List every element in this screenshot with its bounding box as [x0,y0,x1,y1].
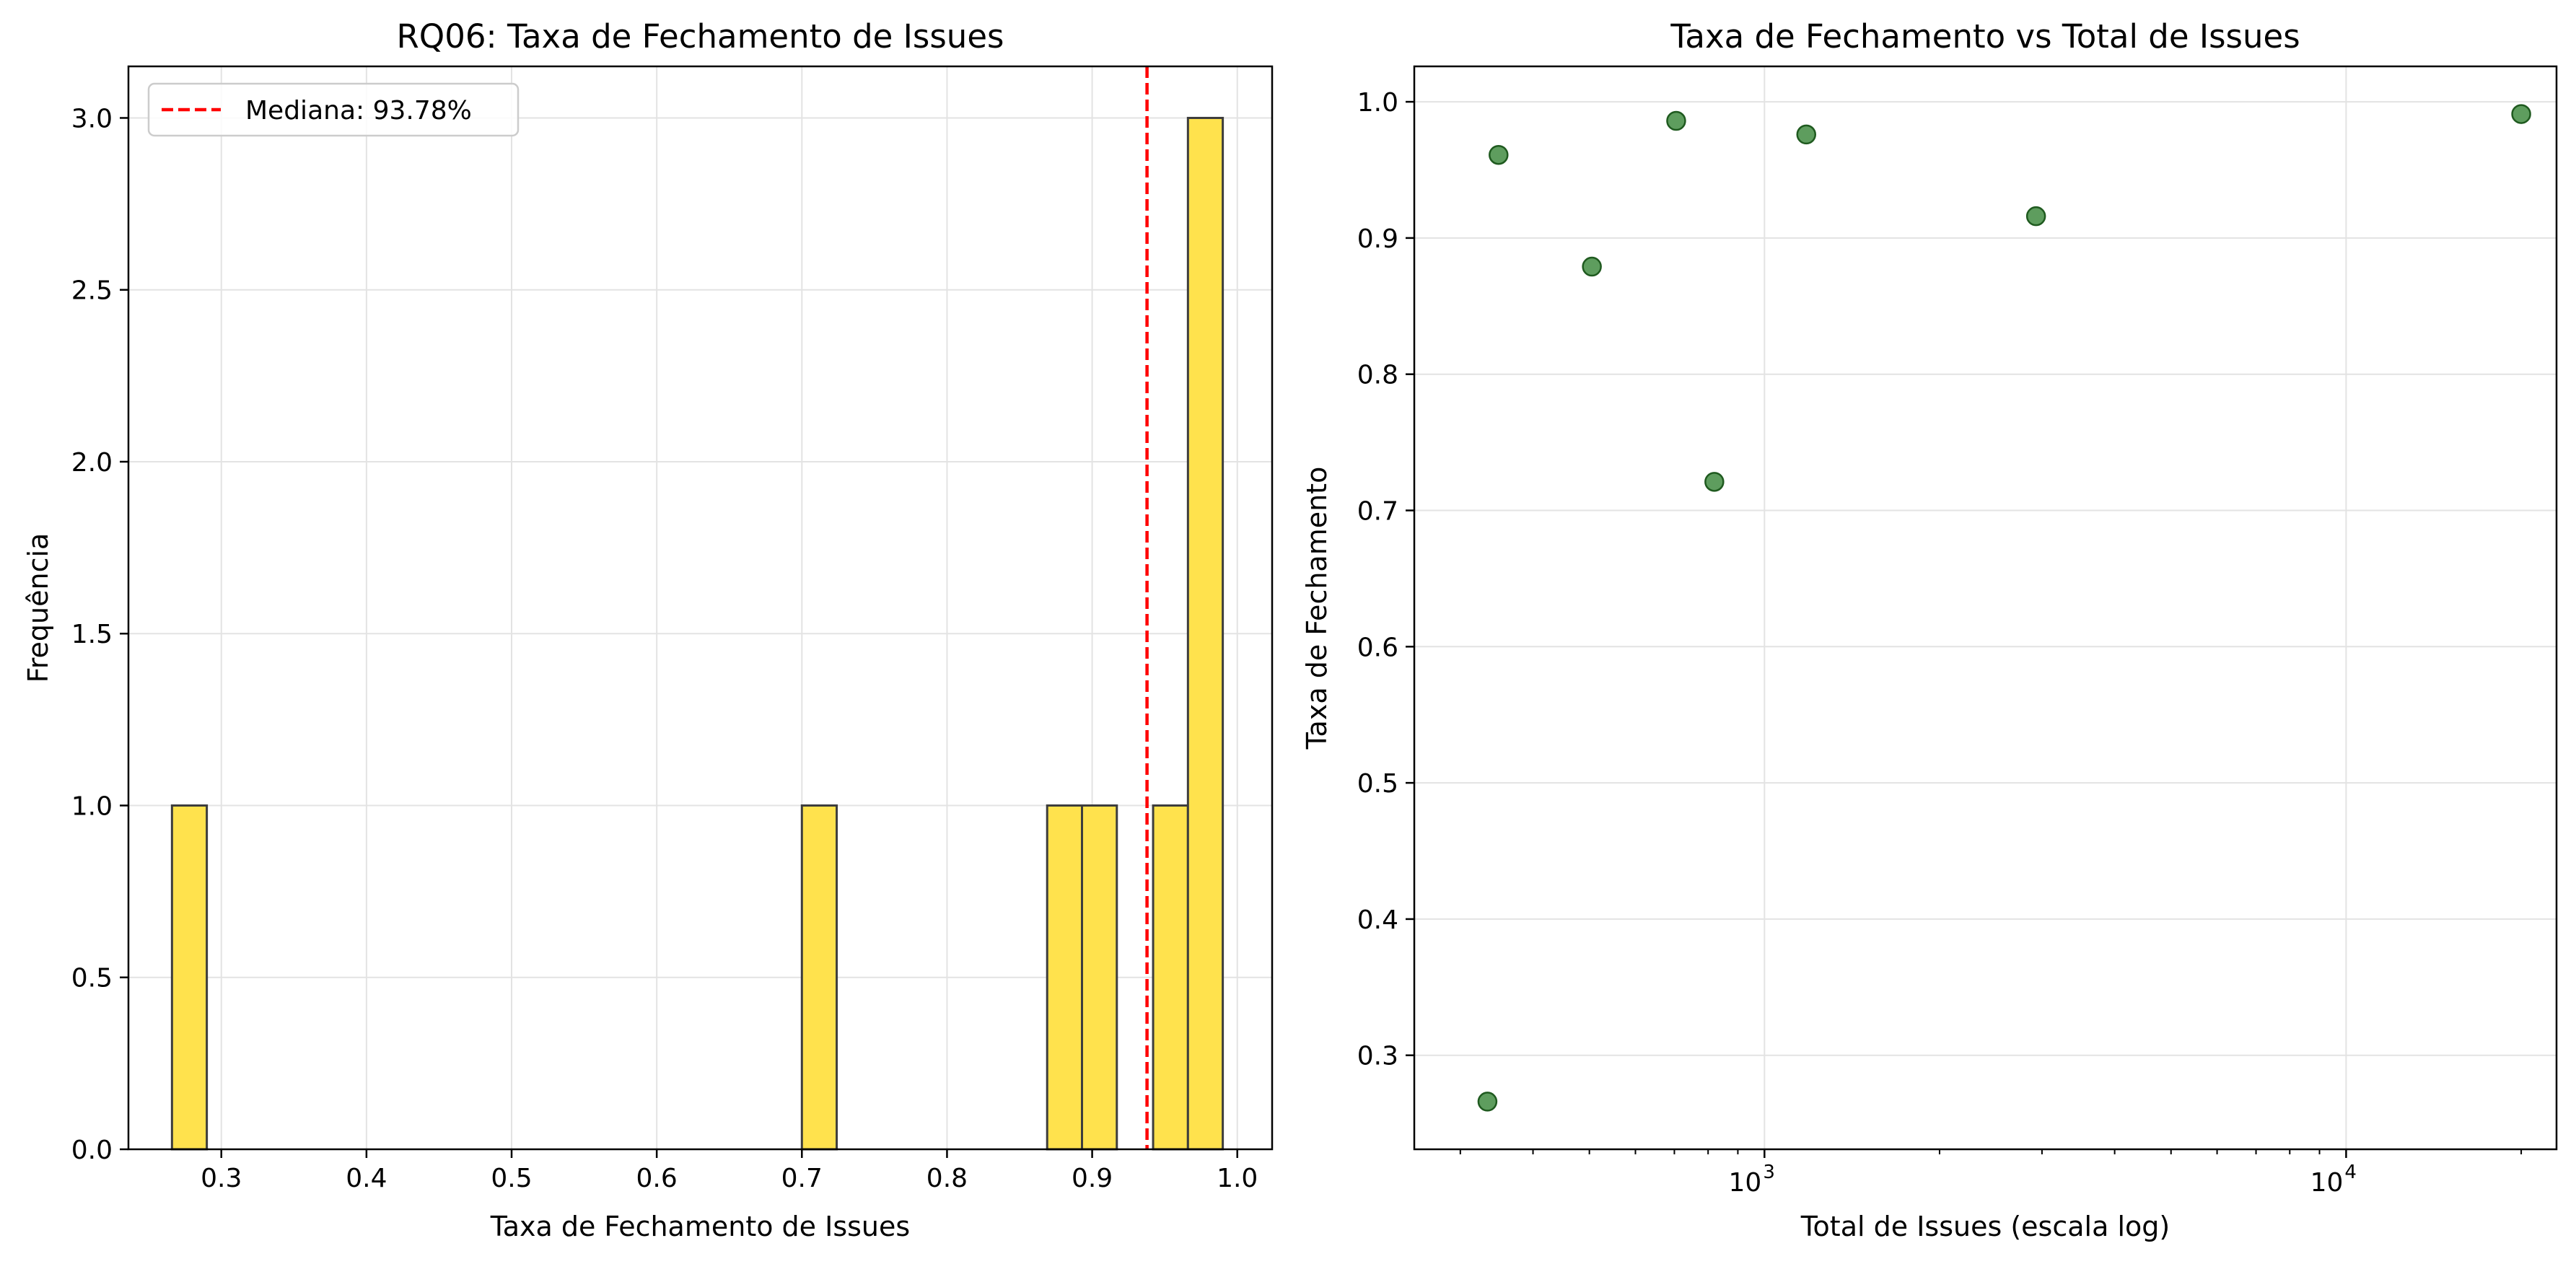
scatter-xtick-label: 10 3 [1729,1162,1775,1198]
scatter-point [2511,104,2531,124]
hist-ytick-label: 1.5 [71,620,113,649]
scatter-point [1582,256,1602,277]
histogram-bar [1186,116,1225,1151]
hist-ytick-label: 0.5 [71,964,113,993]
histogram-bar [1081,804,1118,1151]
hist-ytick-label: 2.5 [71,276,113,306]
scatter-ytick-label: 0.8 [1357,361,1398,390]
scatter-point [1477,1092,1498,1112]
hist-title: RQ06: Taxa de Fechamento de Issues [397,17,1004,56]
scatter-xtick-base: 10 [2310,1168,2344,1198]
scatter-ytick-label: 0.7 [1357,497,1398,527]
scatter-xlabel: Total de Issues (escala log) [1800,1211,2170,1242]
scatter-point [1666,110,1686,131]
hist-axes-frame [127,65,1274,1151]
hist-xtick-label: 0.8 [926,1164,968,1193]
hist-xtick-label: 0.5 [491,1164,532,1193]
histogram-bar [1046,804,1084,1151]
hist-xtick-label: 0.4 [346,1164,387,1193]
scatter-xtick-base: 10 [1729,1168,1762,1198]
scatter-point [1796,124,1817,145]
scatter-xtick-exponent: 4 [2344,1162,2357,1183]
hist-xlabel: Taxa de Fechamento de Issues [490,1211,910,1242]
scatter-ytick-label: 0.5 [1357,769,1398,799]
hist-ytick-label: 1.0 [71,791,113,821]
scatter-ylabel: Taxa de Fechamento [1301,467,1333,750]
legend-median-label: Mediana: 93.78% [245,96,472,126]
histogram-bar [1152,804,1189,1151]
hist-ytick-label: 3.0 [71,104,113,133]
hist-xtick-label: 0.9 [1072,1164,1113,1193]
scatter-xtick-label: 10 4 [2310,1162,2357,1198]
scatter-axes-frame [1413,65,2558,1151]
scatter-point [1704,472,1725,492]
scatter-title: Taxa de Fechamento vs Total de Issues [1670,17,2300,56]
hist-legend: Mediana: 93.78% [147,82,520,137]
scatter-xtick-exponent: 3 [1763,1162,1775,1183]
scatter-point [2025,206,2046,227]
scatter-ytick-label: 0.4 [1357,905,1398,935]
hist-xtick-label: 0.7 [781,1164,823,1193]
scatter-ytick-label: 0.3 [1357,1042,1398,1071]
legend-box [147,82,520,137]
hist-ytick-label: 0.0 [71,1136,113,1165]
hist-ylabel: Frequência [22,533,54,683]
hist-xtick-label: 1.0 [1217,1164,1258,1193]
histogram-panel: 0.3 0.4 0.5 0.6 0.7 0.8 0.9 1.0 0.0 0.5 1.0 1.5 2.0 2… [22,17,1274,1242]
hist-ytick-label: 2.0 [71,448,113,478]
scatter-ytick-label: 0.9 [1357,224,1398,254]
histogram-bar [170,804,209,1151]
scatter-ytick-label: 1.0 [1357,88,1398,118]
hist-xtick-label: 0.3 [201,1164,242,1193]
scatter-point [1489,144,1509,165]
histogram-bar [800,804,838,1151]
hist-xtick-label: 0.6 [636,1164,678,1193]
scatter-ytick-label: 0.6 [1357,633,1398,662]
